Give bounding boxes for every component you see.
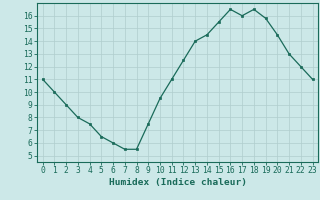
X-axis label: Humidex (Indice chaleur): Humidex (Indice chaleur) [108,178,247,187]
